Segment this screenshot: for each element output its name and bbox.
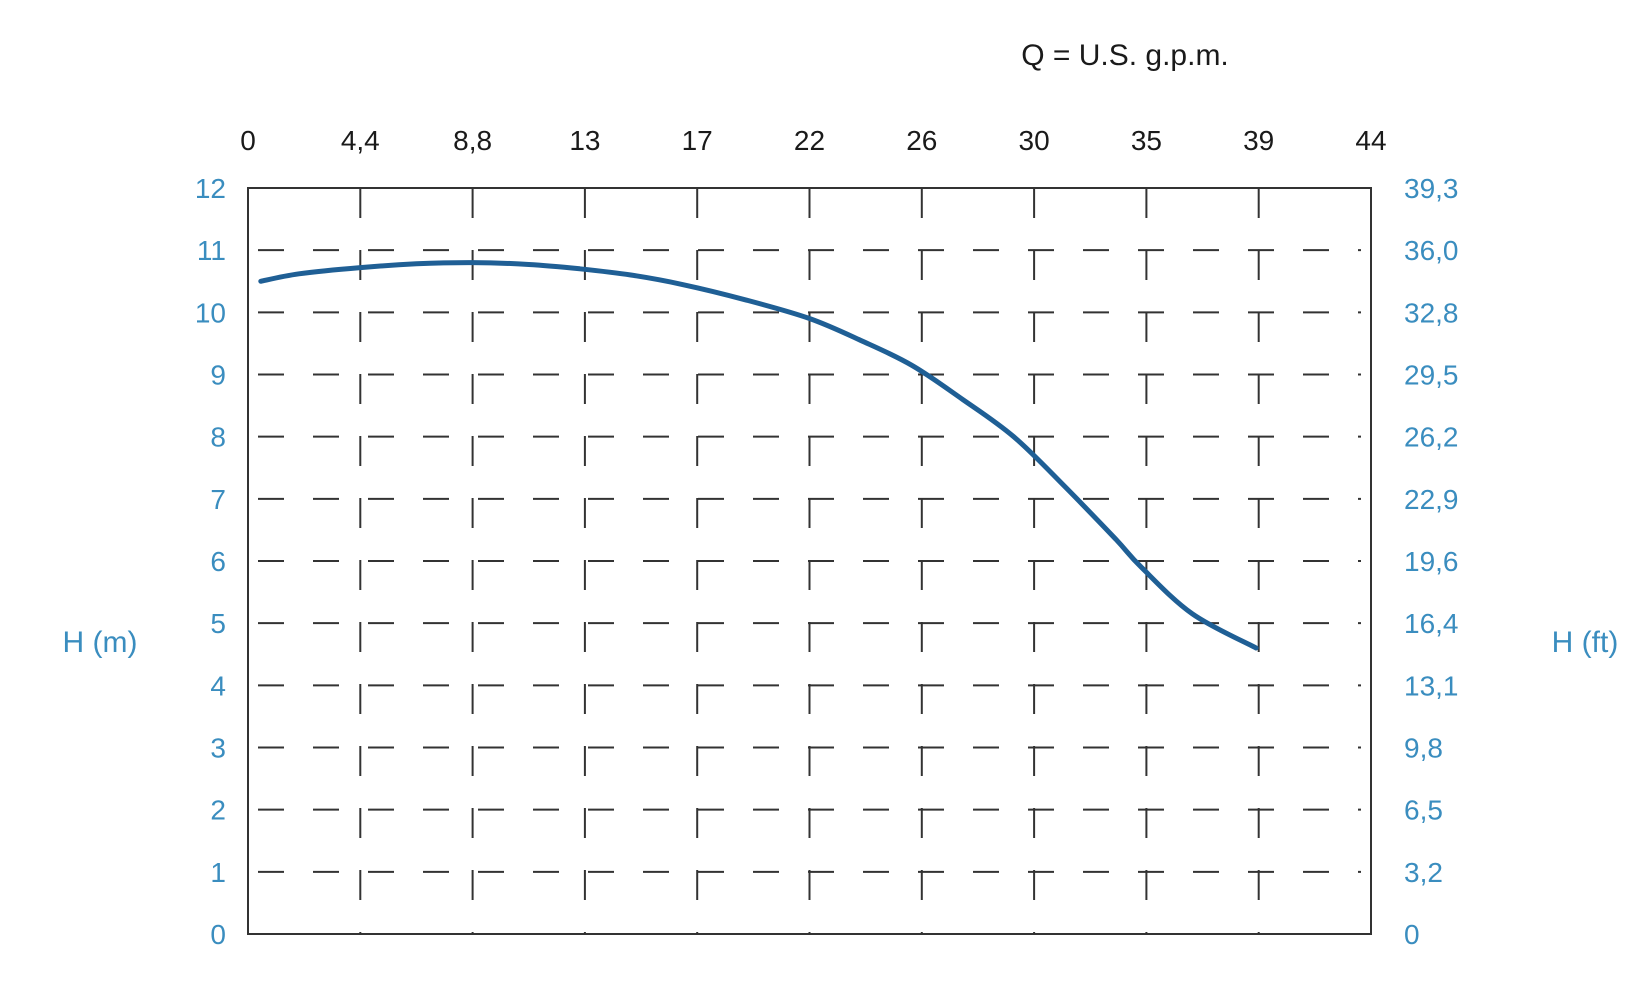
y-tick-label-right: 16,4 [1404, 608, 1459, 639]
y-tick-label-left: 6 [210, 546, 226, 577]
x-tick-label: 35 [1131, 125, 1162, 156]
y-tick-label-left: 11 [197, 235, 226, 266]
x-tick-label: 13 [569, 125, 600, 156]
y-tick-label-left: 7 [210, 484, 226, 515]
y-tick-label-left: 10 [195, 297, 226, 328]
y-tick-label-right: 0 [1404, 919, 1420, 950]
grid-layer [258, 188, 1361, 934]
y-tick-label-left: 8 [210, 422, 226, 453]
y-tick-label-left: 4 [210, 670, 226, 701]
y-tick-label-left: 3 [210, 733, 226, 764]
y-tick-label-right: 29,5 [1404, 360, 1459, 391]
y-tick-label-left: 2 [210, 795, 226, 826]
x-tick-label: 8,8 [453, 125, 492, 156]
chart-title: Q = U.S. g.p.m. [1021, 39, 1229, 72]
y-axis-label-left: H (m) [63, 626, 138, 659]
y-tick-label-right: 39,3 [1404, 173, 1459, 204]
y-axis-label-right: H (ft) [1552, 626, 1619, 659]
x-tick-label: 17 [682, 125, 713, 156]
y-tick-label-right: 19,6 [1404, 546, 1459, 577]
x-tick-label: 0 [240, 125, 256, 156]
x-tick-label: 22 [794, 125, 825, 156]
y-tick-label-right: 36,0 [1404, 235, 1459, 266]
y-tick-label-right: 22,9 [1404, 484, 1459, 515]
y-tick-label-right: 9,8 [1404, 733, 1443, 764]
pump-curve-line [258, 260, 1259, 651]
y-tick-label-right: 13,1 [1404, 670, 1459, 701]
x-tick-label: 4,4 [341, 125, 380, 156]
y-tick-label-left: 9 [210, 360, 226, 391]
tick-labels: 0 4,4 8,8 13 17 22 26 30 35 39 4401234567891011120… [195, 125, 1459, 950]
y-tick-label-left: 0 [210, 919, 226, 950]
y-tick-label-left: 1 [210, 857, 226, 888]
y-tick-label-right: 6,5 [1404, 795, 1443, 826]
y-tick-label-right: 32,8 [1404, 297, 1459, 328]
x-tick-label: 44 [1355, 125, 1386, 156]
x-tick-label: 30 [1019, 125, 1050, 156]
x-tick-label: 26 [906, 125, 937, 156]
y-tick-label-right: 3,2 [1404, 857, 1443, 888]
y-tick-label-right: 26,2 [1404, 422, 1459, 453]
plot-frame [247, 187, 1372, 935]
y-tick-label-left: 12 [195, 173, 226, 204]
y-tick-label-left: 5 [210, 608, 226, 639]
x-tick-label: 39 [1243, 125, 1274, 156]
